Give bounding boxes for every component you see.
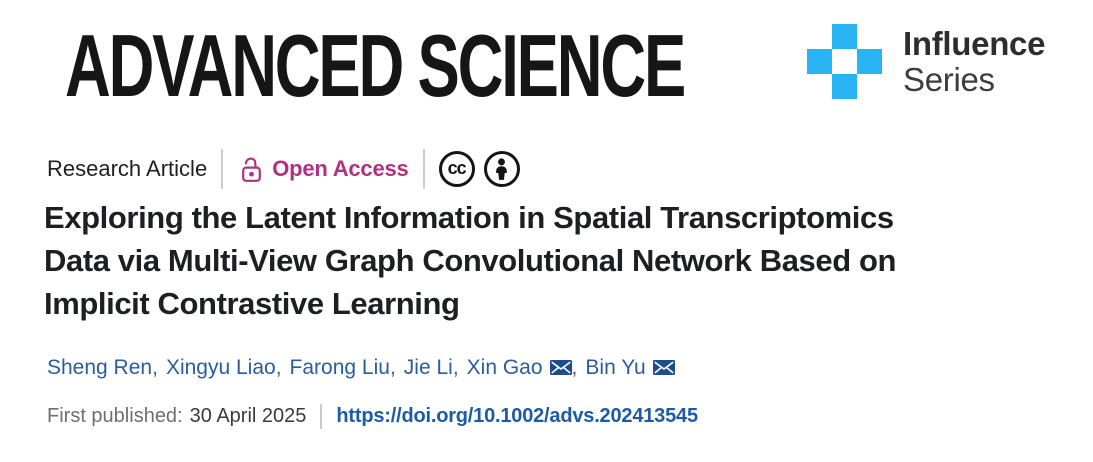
plus-icon-square <box>857 49 882 74</box>
author-separator: , <box>152 356 158 379</box>
article-meta-row: Research Article Open Access cc <box>47 148 520 190</box>
plus-icon-square <box>832 24 857 49</box>
open-access-label: Open Access <box>272 156 409 181</box>
vertical-divider <box>422 149 425 189</box>
author-list: Sheng Ren, Xingyu Liao, Farong Liu, Jie Li,… <box>47 353 675 383</box>
open-lock-icon <box>242 157 262 182</box>
doi-link[interactable]: https://doi.org/10.1002/advs.202413545 <box>336 405 698 427</box>
series-title: Influence <box>903 24 1046 62</box>
plus-icon-square <box>807 49 832 74</box>
plus-icon-square <box>832 74 857 99</box>
publication-info: First published: 30 April 2025 https://d… <box>47 404 698 429</box>
journal-logo-text: ADVANCED SCIENCE <box>65 16 686 115</box>
title-line: Data via Multi-View Graph Convolutional … <box>44 243 897 278</box>
author-link[interactable]: Xin Gao <box>466 356 543 379</box>
cc-icon[interactable]: cc <box>438 151 475 187</box>
journal-logo[interactable]: ADVANCED SCIENCE <box>65 22 925 110</box>
plus-icon <box>807 24 882 99</box>
cc-icon-label: cc <box>447 158 467 178</box>
attribution-by-icon[interactable] <box>483 151 520 187</box>
author-separator: , <box>452 356 459 379</box>
envelope-icon[interactable] <box>549 360 572 375</box>
published-date: 30 April 2025 <box>189 405 307 427</box>
author-link[interactable]: Bin Yu <box>585 356 646 379</box>
title-line: Implicit Contrastive Learning <box>44 286 460 321</box>
vertical-divider <box>320 404 323 429</box>
article-title: Exploring the Latent Information in Spat… <box>44 196 1054 325</box>
author-separator: , <box>389 356 396 379</box>
series-text: Influence Series <box>903 24 1046 98</box>
license-icons: cc <box>438 151 520 187</box>
vertical-divider <box>221 149 224 189</box>
envelope-icon[interactable] <box>652 360 675 375</box>
person-icon <box>496 158 507 180</box>
influence-series-badge: Influence Series <box>807 24 1045 99</box>
published-label: First published: <box>47 405 183 427</box>
author-link[interactable]: Farong Liu <box>289 356 390 379</box>
author-link[interactable]: Xingyu Liao <box>165 356 276 379</box>
author-separator: , <box>275 356 282 379</box>
author-separator: , <box>571 356 578 379</box>
author-link[interactable]: Jie Li <box>403 356 453 379</box>
article-type-label: Research Article <box>47 156 208 181</box>
title-line: Exploring the Latent Information in Spat… <box>44 200 894 235</box>
series-subtitle: Series <box>903 60 995 98</box>
author-link[interactable]: Sheng Ren <box>47 356 153 379</box>
